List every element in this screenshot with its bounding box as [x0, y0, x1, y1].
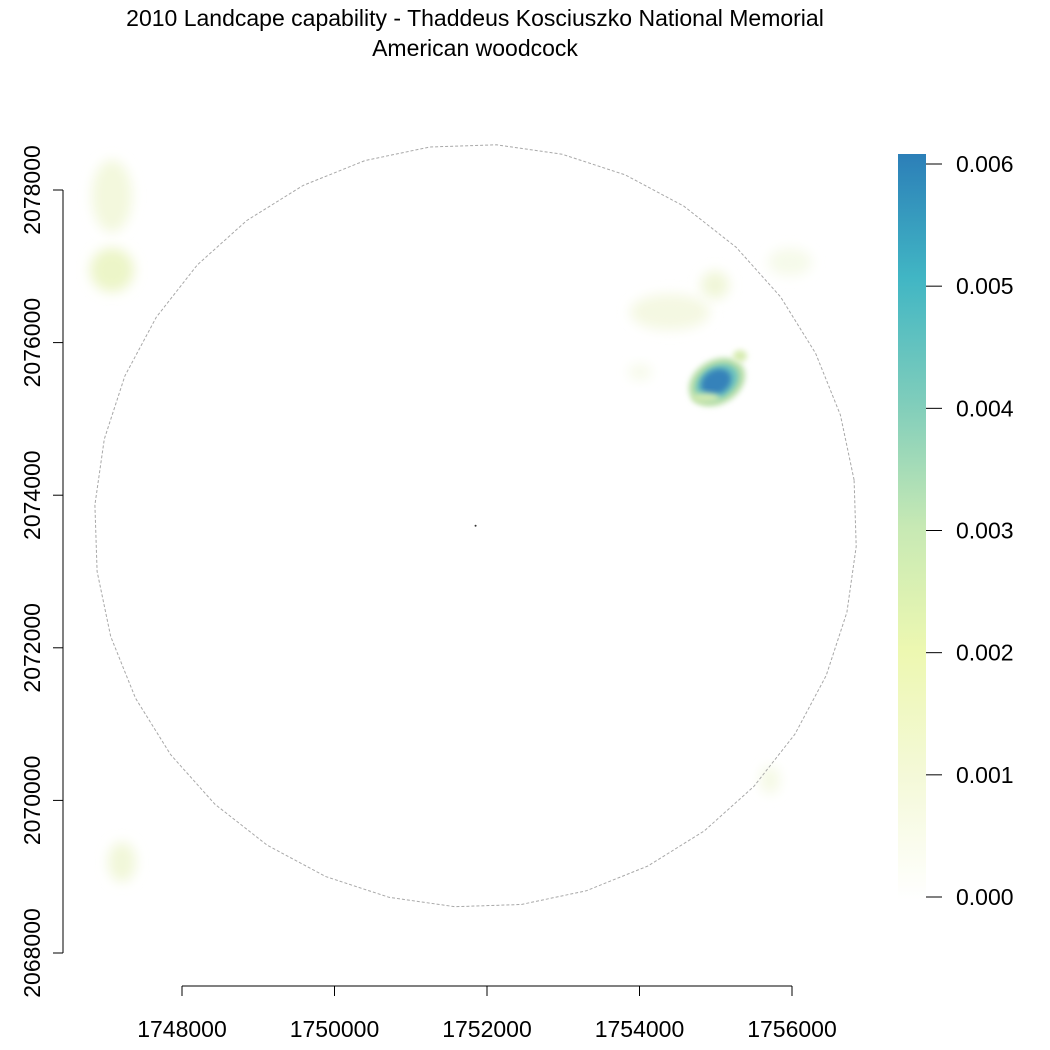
colorbar-tick-label: 0.000 — [956, 884, 1014, 910]
low-patch-northeast-c — [768, 248, 812, 276]
colorbar-tick-label: 0.005 — [956, 273, 1014, 299]
park-boundary — [94, 144, 857, 908]
high-patch-tail — [733, 350, 747, 362]
colorbar-tick-label: 0.006 — [956, 151, 1014, 177]
map-title: 2010 Landcape capability - Thaddeus Kosc… — [126, 5, 824, 31]
high-patch-core — [700, 368, 732, 396]
colorbar-gradient — [898, 154, 926, 900]
x-tick-label: 1750000 — [290, 1016, 380, 1042]
y-tick-label: 2070000 — [19, 756, 45, 846]
colorbar-legend: 0.000 0.001 0.002 0.003 0.004 0.005 0.006 — [898, 151, 1014, 910]
low-patch-east — [628, 364, 652, 380]
high-patch-lower — [692, 393, 720, 403]
y-tick-label: 2074000 — [19, 450, 45, 540]
low-patch-southeast — [760, 766, 780, 794]
x-tick-label: 1754000 — [595, 1016, 685, 1042]
y-tick-label: 2076000 — [19, 298, 45, 388]
colorbar-tick-label: 0.002 — [956, 640, 1014, 666]
x-tick-label: 1756000 — [747, 1016, 837, 1042]
low-patch-northwest — [92, 160, 132, 232]
capability-raster — [90, 160, 812, 882]
x-axis: 1748000 1750000 1752000 1754000 1756000 — [137, 985, 837, 1042]
park-center-point — [474, 524, 477, 527]
y-tick-label: 2072000 — [19, 603, 45, 693]
low-patch-northeast-a — [630, 294, 710, 330]
x-tick-label: 1748000 — [137, 1016, 227, 1042]
y-tick-label: 2078000 — [19, 145, 45, 235]
low-patch-southwest — [108, 842, 136, 882]
y-axis: 2068000 2070000 2072000 2074000 2076000 20780… — [19, 145, 64, 998]
colorbar-tick-label: 0.001 — [956, 762, 1014, 788]
x-tick-label: 1752000 — [442, 1016, 532, 1042]
map-subtitle: American woodcock — [372, 35, 578, 61]
low-patch-northeast-b — [701, 271, 729, 299]
colorbar-tick-label: 0.003 — [956, 518, 1014, 544]
low-patch-west — [90, 248, 134, 292]
colorbar-tick-label: 0.004 — [956, 395, 1014, 421]
y-tick-label: 2068000 — [19, 908, 45, 998]
